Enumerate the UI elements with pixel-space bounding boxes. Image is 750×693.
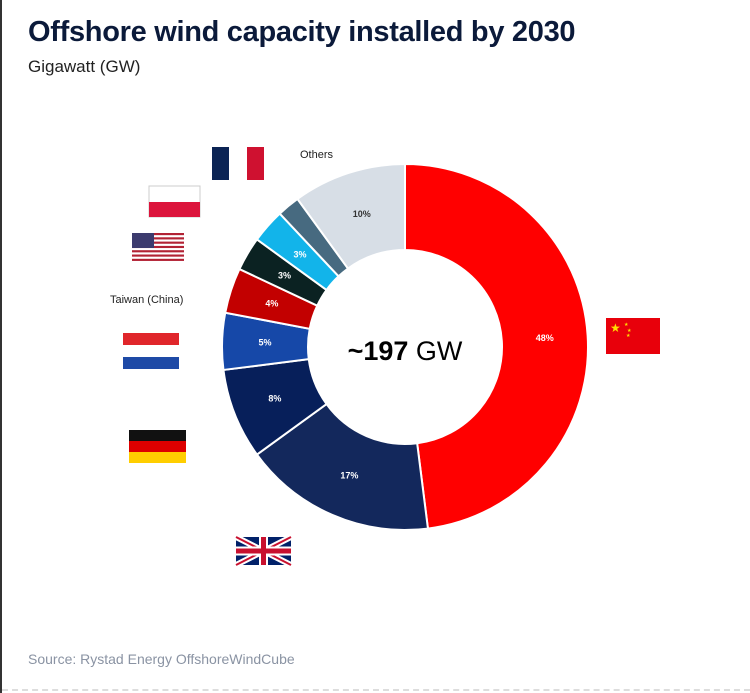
data-label: 8% [268,394,281,404]
flag-uk-icon [234,534,293,568]
svg-text:★: ★ [624,322,629,328]
data-label: 17% [340,470,358,480]
svg-text:★: ★ [610,321,621,335]
data-label: 4% [265,299,278,309]
label-others: Others [300,149,334,161]
label-taiwan: Taiwan (China) [110,294,183,306]
flag-germany-icon [129,430,186,463]
svg-text:★: ★ [626,333,631,339]
chart-subtitle: Gigawatt (GW) [28,57,141,76]
flag-france-icon [212,147,264,180]
svg-text:★: ★ [627,328,632,334]
flag-poland-icon [148,185,201,218]
flag-usa-icon [132,233,184,261]
source-note: Source: Rystad Energy OffshoreWindCube [28,651,295,667]
chart-title: Offshore wind capacity installed by 2030 [28,16,576,48]
data-label: 3% [293,249,306,259]
flag-netherlands-icon [123,333,179,369]
flag-china-icon: ★ ★★★ [606,318,660,354]
data-label: 10% [353,209,371,219]
bottom-divider [2,689,750,691]
data-label: 5% [259,338,272,348]
slice-china [404,162,589,530]
data-label: 48% [536,333,554,343]
center-label: ~197 GW [348,336,463,366]
data-label: 3% [278,271,291,281]
slice-united-kingdom [255,402,430,531]
slice-others [296,162,406,270]
